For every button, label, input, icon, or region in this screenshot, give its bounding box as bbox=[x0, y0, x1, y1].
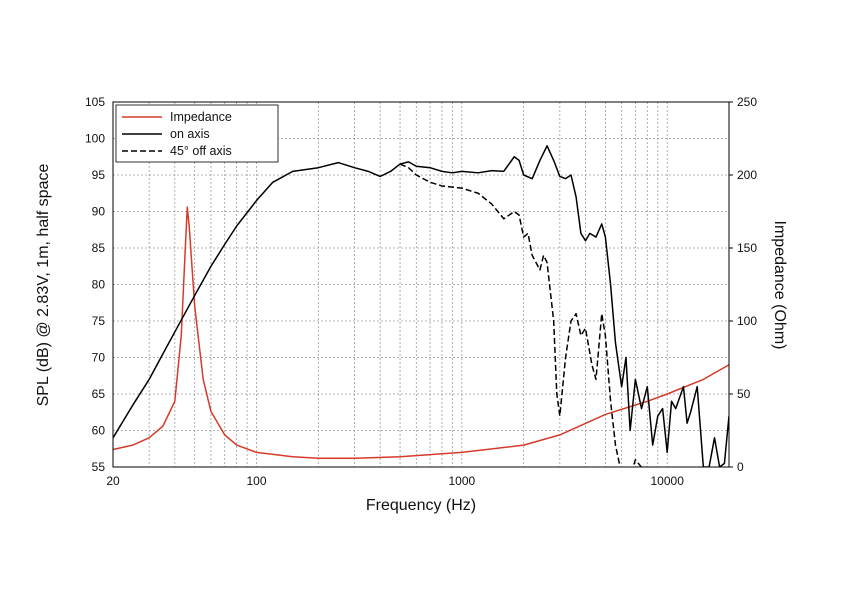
y-tick-label: 75 bbox=[92, 314, 106, 328]
y2-tick-label: 100 bbox=[737, 314, 757, 328]
y-tick-label: 70 bbox=[92, 351, 106, 365]
plot-lines bbox=[113, 145, 729, 467]
tick-labels: 20 100 1000 10000 55 60 65 70 75 80 85 90 95 100 105 0 5… bbox=[85, 95, 757, 488]
series-line bbox=[113, 145, 729, 467]
grid bbox=[112, 101, 729, 468]
y-tick-label: 105 bbox=[85, 95, 105, 109]
y-tick-label: 65 bbox=[92, 387, 106, 401]
y-tick-label: 80 bbox=[92, 278, 106, 292]
y2-axis-label: Impedance (Ohm) bbox=[771, 221, 788, 350]
x-tick-label: 20 bbox=[106, 474, 120, 488]
y-tick-label: 100 bbox=[85, 132, 105, 146]
y-tick-label: 85 bbox=[92, 241, 106, 255]
plot-frame bbox=[112, 101, 730, 468]
y-tick-label: 55 bbox=[92, 460, 106, 474]
y2-tick-label: 250 bbox=[737, 95, 757, 109]
y-tick-label: 60 bbox=[92, 424, 106, 438]
legend-label: on axis bbox=[170, 127, 210, 141]
x-tick-label: 100 bbox=[247, 474, 267, 488]
legend-label: Impedance bbox=[170, 110, 232, 124]
y-tick-label: 95 bbox=[92, 168, 106, 182]
y2-tick-label: 200 bbox=[737, 168, 757, 182]
y2-tick-label: 50 bbox=[737, 387, 751, 401]
legend: Impedance on axis 45° off axis bbox=[115, 104, 279, 163]
x-axis-label: Frequency (Hz) bbox=[366, 497, 476, 514]
series-line bbox=[113, 206, 729, 459]
y2-tick-label: 150 bbox=[737, 241, 757, 255]
y-tick-label: 90 bbox=[92, 205, 106, 219]
x-tick-label: 1000 bbox=[449, 474, 476, 488]
series-line bbox=[399, 163, 643, 467]
x-tick-label: 10000 bbox=[651, 474, 685, 488]
y-axis-label: SPL (dB) @ 2.83V, 1m, half space bbox=[35, 164, 52, 407]
y2-tick-label: 0 bbox=[737, 460, 744, 474]
legend-label: 45° off axis bbox=[170, 144, 232, 158]
